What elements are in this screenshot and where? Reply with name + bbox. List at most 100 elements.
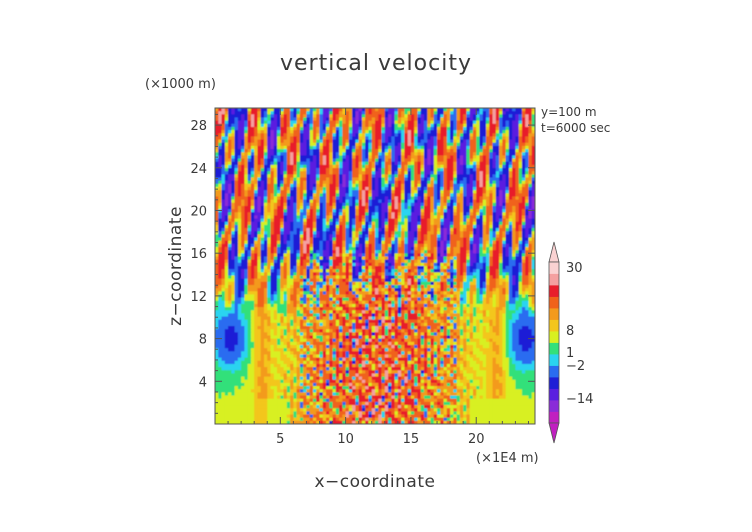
- field-cell: [427, 266, 432, 270]
- field-cell: [437, 111, 441, 115]
- field-cell: [476, 130, 481, 134]
- field-cell: [404, 247, 409, 251]
- field-cell: [296, 168, 301, 172]
- field-cell: [495, 117, 500, 122]
- field-cell: [355, 133, 360, 138]
- field-cell: [319, 253, 324, 258]
- field-cell: [476, 228, 481, 232]
- field-cell: [355, 253, 360, 258]
- field-cell: [437, 155, 441, 160]
- field-cell: [221, 187, 226, 191]
- field-cell: [502, 164, 507, 169]
- field-cell: [306, 174, 311, 179]
- field-cell: [440, 224, 445, 229]
- field-cell: [397, 108, 402, 112]
- field-cell: [365, 123, 370, 128]
- field-cell: [355, 126, 360, 131]
- field-cell: [482, 136, 487, 141]
- field-cell: [397, 187, 402, 191]
- field-cell: [375, 142, 379, 147]
- field-cell: [388, 120, 392, 125]
- field-cell: [244, 171, 249, 175]
- field-cell: [423, 171, 428, 175]
- field-cell: [260, 237, 265, 242]
- field-cell: [388, 183, 392, 188]
- field-cell: [218, 174, 223, 179]
- field-cell: [221, 161, 226, 166]
- field-cell: [466, 212, 471, 217]
- field-cell: [277, 149, 281, 153]
- field-cell: [495, 199, 500, 204]
- field-cell: [286, 171, 291, 175]
- field-cell: [286, 259, 291, 264]
- field-cell: [502, 114, 507, 119]
- field-cell: [433, 180, 438, 185]
- field-cell: [221, 136, 226, 141]
- field-cell: [263, 218, 268, 223]
- field-cell: [322, 234, 327, 239]
- field-cell: [254, 259, 259, 264]
- field-cell: [391, 133, 396, 138]
- field-cell: [312, 183, 317, 188]
- field-cell: [482, 152, 487, 156]
- field-cell: [368, 247, 373, 251]
- field-cell: [329, 187, 334, 191]
- field-cell: [339, 130, 343, 134]
- field-cell: [407, 142, 412, 147]
- field-cell: [443, 228, 448, 232]
- field-cell: [492, 164, 497, 169]
- field-cell: [446, 152, 451, 156]
- field-cell: [459, 231, 464, 235]
- field-cell: [286, 168, 291, 172]
- field-cell: [512, 114, 517, 119]
- field-cell: [286, 202, 291, 207]
- field-cell: [312, 117, 317, 122]
- field-cell: [417, 190, 422, 194]
- field-cell: [342, 199, 347, 204]
- field-cell: [316, 209, 321, 213]
- field-cell: [260, 221, 265, 226]
- field-cell: [270, 212, 275, 217]
- field-cell: [355, 187, 360, 191]
- field-cell: [326, 190, 330, 194]
- field-cell: [469, 177, 474, 182]
- field-cell: [296, 228, 301, 232]
- field-cell: [237, 126, 242, 131]
- field-cell: [381, 142, 386, 147]
- field-cell: [247, 155, 252, 160]
- field-cell: [433, 259, 438, 264]
- field-cell: [378, 117, 383, 122]
- field-cell: [319, 123, 324, 128]
- field-cell: [215, 149, 219, 153]
- field-cell: [257, 145, 262, 150]
- field-cell: [433, 130, 438, 134]
- field-cell: [489, 209, 494, 213]
- field-cell: [218, 193, 223, 198]
- field-cell: [286, 155, 291, 160]
- field-cell: [303, 250, 308, 254]
- field-cell: [410, 126, 415, 131]
- field-cell: [384, 212, 389, 217]
- field-cell: [407, 212, 412, 217]
- field-cell: [433, 262, 438, 267]
- field-cell: [250, 215, 255, 220]
- field-cell: [440, 262, 445, 267]
- field-cell: [257, 221, 262, 226]
- field-cell: [237, 228, 242, 232]
- field-cell: [384, 168, 389, 172]
- field-cell: [260, 240, 265, 245]
- field-cell: [280, 152, 285, 156]
- field-cell: [459, 145, 464, 150]
- field-cell: [384, 202, 389, 207]
- field-cell: [407, 130, 412, 134]
- field-cell: [489, 108, 494, 112]
- field-cell: [521, 190, 526, 194]
- field-cell: [218, 247, 223, 251]
- field-cell: [303, 183, 308, 188]
- field-cell: [280, 212, 285, 217]
- field-cell: [446, 133, 451, 138]
- field-cell: [453, 180, 458, 185]
- field-cell: [430, 187, 435, 191]
- field-cell: [263, 247, 268, 251]
- field-cell: [368, 117, 373, 122]
